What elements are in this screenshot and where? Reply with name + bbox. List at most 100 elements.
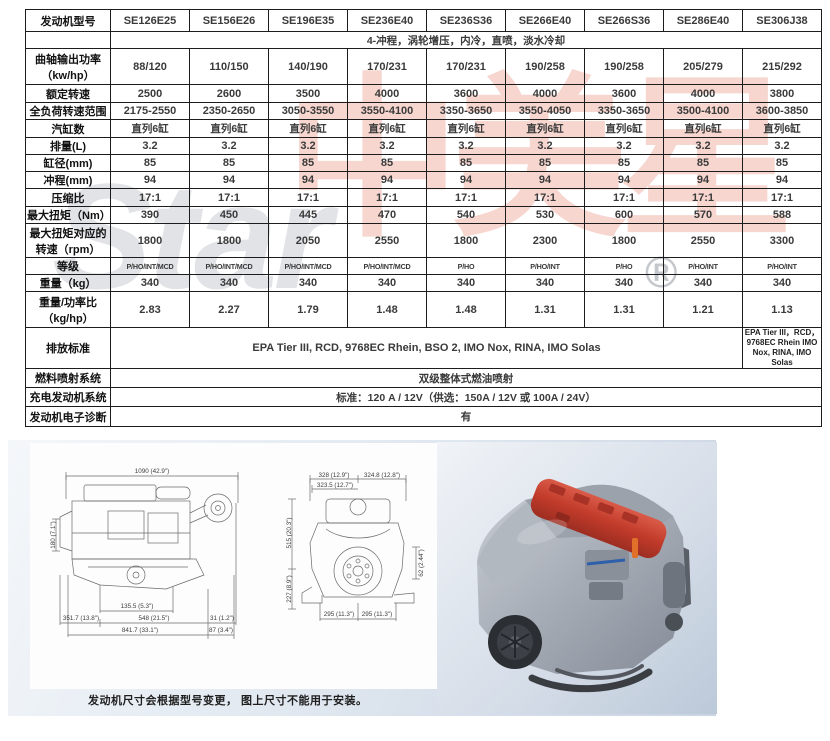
cell: 1800 [584,223,664,258]
table-row: 等级 P/HO/INT/MCD P/HO/INT/MCD P/HO/INT/MCD P/… [25,257,822,275]
dim-label: 180 (7.1") [50,521,57,548]
table-row: 燃料喷射系统 双级整体式燃油喷射 [25,368,822,388]
cell: 直列6缸 [742,119,822,138]
cell: 540 [426,206,506,224]
cell: 94 [584,171,664,189]
model-cell: SE126E25 [110,9,190,32]
table-row: 冲程(mm) 94 94 94 94 94 94 94 94 94 [25,171,822,189]
row-label: 排量(L) [25,137,111,155]
cell: 1.79 [268,291,348,328]
cell: P/HO/INT [505,257,585,275]
cell: 17:1 [584,188,664,207]
cell: 340 [505,274,585,292]
cell: 94 [189,171,269,189]
cell: 94 [505,171,585,189]
cell: 直列6缸 [426,119,506,138]
dim-label: 87 (3.4") [209,627,233,634]
row-label: 额定转速 [25,84,111,103]
cell: EPA Tier III，RCD，9768EC Rhein IMO Nox, R… [742,327,822,369]
row-label: 汽缸数 [25,119,111,138]
cell: 205/279 [663,48,743,85]
cell: 340 [110,274,190,292]
table-row: 全负荷转速范围 2175-2550 2350-2650 3050-3550 3550-4… [25,102,822,120]
dim-label: 295 (11.3") [324,611,354,618]
cell: 3.2 [268,137,348,155]
cell: 600 [584,206,664,224]
cell: 1.31 [584,291,664,328]
cell: P/HO/INT [742,257,822,275]
span-cell: EPA Tier III, RCD, 9768EC Rhein, BSO 2, … [110,327,743,369]
cell: 1.31 [505,291,585,328]
cell: 588 [742,206,822,224]
cell: 470 [347,206,427,224]
cell: 2300 [505,223,585,258]
cell: 170/231 [347,48,427,85]
dim-label: 295 (11.3") [362,611,392,618]
cell: 1800 [426,223,506,258]
model-cell: SE266S36 [584,9,664,32]
row-label: 曲轴输出功率（kw/hp） [25,48,111,85]
drawings-panel: 1090 (42.9") 180 (7.1") 135.5 (5.3") 351… [30,443,440,689]
row-label: 最大扭矩对应的转速（rpm） [25,223,111,258]
model-cell: SE236E40 [347,9,427,32]
cell: 3800 [742,84,822,103]
cell: 1.48 [426,291,506,328]
dim-label: 324.8 (12.8") [364,472,400,479]
cell: 3350-3650 [584,102,664,120]
cell: 3.2 [347,137,427,155]
row-label: 最大扭矩（Nm） [25,206,111,224]
cell: 直列6缸 [347,119,427,138]
cell: 直列6缸 [268,119,348,138]
table-row: 压缩比 17:1 17:1 17:1 17:1 17:1 17:1 17:1 17:1 17:1 [25,188,822,207]
span-cell: 4-冲程，涡轮增压，内冷，直喷，淡水冷却 [110,31,822,49]
cell: P/HO [426,257,506,275]
cell: 3.2 [663,137,743,155]
cell: 340 [584,274,664,292]
cell: 17:1 [110,188,190,207]
cell: 340 [347,274,427,292]
cell: 4000 [663,84,743,103]
cell: 1.48 [347,291,427,328]
table-row: 充电发动机系统 标准：120 A / 12V（供选：150A / 12V 或 10… [25,387,822,407]
cell: 94 [426,171,506,189]
cell: 17:1 [347,188,427,207]
model-cell: SE266E40 [505,9,585,32]
cell: 3500 [268,84,348,103]
cell: 94 [663,171,743,189]
cell: 3.2 [110,137,190,155]
table-row: 发动机电子诊断有 [25,406,822,427]
cell: 4000 [347,84,427,103]
cell: 390 [110,206,190,224]
footnote: 发动机尺寸会根据型号变更， 图上尺寸不能用于安装。 [88,695,368,707]
cell: 85 [110,154,190,172]
cell: 85 [663,154,743,172]
cell: 570 [663,206,743,224]
cell: 直列6缸 [584,119,664,138]
dim-label: 323.5 (12.7") [317,482,353,489]
cell: 340 [426,274,506,292]
dim-label: 227 (8.9") [286,575,293,602]
engine-front-view-drawing: 328 (12.9") 324.8 (12.8") 323.5 (12.7") … [286,472,425,621]
cell: 3.2 [742,137,822,155]
cell: 2350-2650 [189,102,269,120]
cell: 2500 [110,84,190,103]
table-row: 排量(L) 3.2 3.2 3.2 3.2 3.2 3.2 3.2 3.2 3.2 [25,137,822,155]
cell: 450 [189,206,269,224]
dim-label: 841.7 (33.1") [122,627,158,634]
cell: 215/292 [742,48,822,85]
table-row: 重量/功率比（kg/hp） 2.83 2.27 1.79 1.48 1.48 1.31 1.3… [25,291,822,328]
cell: 140/190 [268,48,348,85]
cell: 3.2 [505,137,585,155]
cell: 340 [189,274,269,292]
table-row: 重量（kg） 340 340 340 340 340 340 340 340 340 [25,274,822,292]
span-cell: 标准：120 A / 12V（供选：150A / 12V 或 100A / 24… [110,387,822,407]
cell: 340 [742,274,822,292]
row-label: 排放标准 [25,327,111,369]
dim-label: 135.5 (5.3") [121,603,154,610]
row-label: 重量（kg） [25,274,111,292]
cell: 3350-3650 [426,102,506,120]
model-cell: SE286E40 [663,9,743,32]
span-cell: 有 [110,406,822,427]
engine-side-view-drawing: 1090 (42.9") 180 (7.1") 135.5 (5.3") 351… [50,468,239,639]
